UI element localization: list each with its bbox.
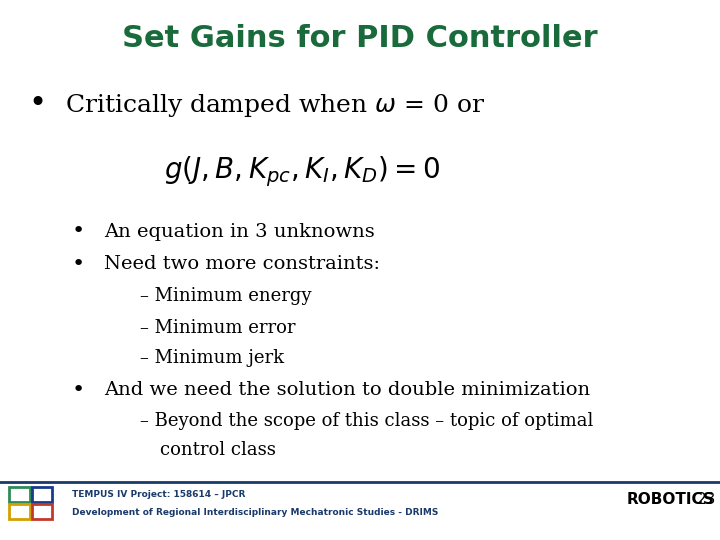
Text: •: •: [72, 254, 85, 274]
Text: TEMPUS IV Project: 158614 – JPCR: TEMPUS IV Project: 158614 – JPCR: [72, 490, 246, 500]
Text: Set Gains for PID Controller: Set Gains for PID Controller: [122, 24, 598, 53]
Text: •: •: [29, 89, 47, 118]
Text: ROBOTICS: ROBOTICS: [626, 492, 714, 507]
Text: Development of Regional Interdisciplinary Mechatronic Studies - DRIMS: Development of Regional Interdisciplinar…: [72, 508, 438, 517]
Text: An equation in 3 unknowns: An equation in 3 unknowns: [104, 223, 375, 241]
Text: $g(J, B, K_{pc}, K_I, K_D) = 0$: $g(J, B, K_{pc}, K_I, K_D) = 0$: [164, 154, 441, 188]
Text: – Beyond the scope of this class – topic of optimal: – Beyond the scope of this class – topic…: [140, 412, 594, 430]
Text: Critically damped when $\omega$ = 0 or: Critically damped when $\omega$ = 0 or: [65, 92, 485, 119]
Text: – Minimum energy: – Minimum energy: [140, 287, 312, 305]
Text: Need two more constraints:: Need two more constraints:: [104, 255, 380, 273]
Text: – Minimum error: – Minimum error: [140, 319, 296, 336]
Text: And we need the solution to double minimization: And we need the solution to double minim…: [104, 381, 590, 399]
Text: 23: 23: [697, 492, 716, 507]
Text: control class: control class: [160, 441, 276, 459]
Text: •: •: [72, 380, 85, 400]
Text: – Minimum jerk: – Minimum jerk: [140, 349, 284, 367]
Text: •: •: [72, 221, 85, 241]
